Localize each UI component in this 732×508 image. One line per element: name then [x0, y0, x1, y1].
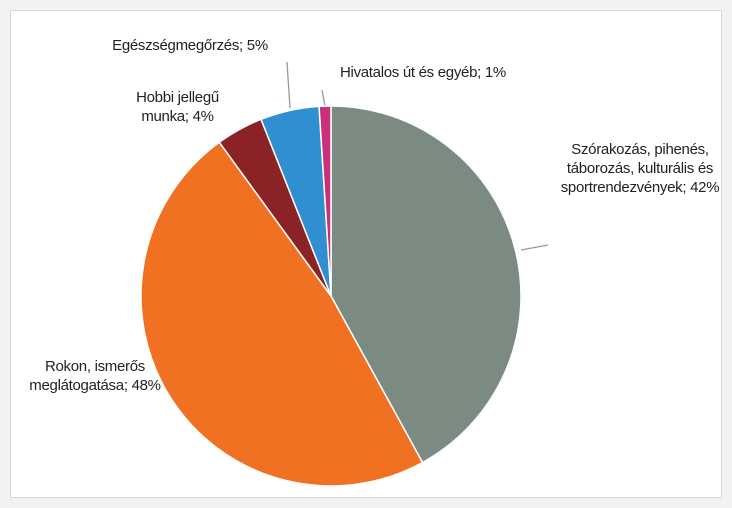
label-separator: ;: [239, 37, 243, 54]
value-label: 1%: [484, 64, 506, 81]
category-name: Egészségmegőrzés: [112, 37, 240, 54]
category-name: Hivatalos út és egyéb: [340, 64, 478, 81]
label-separator: ;: [123, 377, 128, 394]
label-separator: ;: [184, 108, 189, 125]
category-name: Hobbi jellegű munka: [136, 89, 219, 125]
leader-line: [286, 61, 291, 109]
pie-slice: [330, 105, 522, 464]
data-label: Szórakozás, pihenés, táborozás, kulturál…: [555, 140, 725, 197]
value-label: 42%: [690, 179, 720, 196]
leader-line: [520, 244, 549, 251]
value-label: 5%: [246, 37, 268, 54]
label-separator: ;: [477, 64, 481, 81]
data-label: Egészségmegőrzés; 5%: [60, 36, 320, 55]
label-separator: ;: [682, 179, 687, 196]
value-label: 4%: [192, 108, 214, 125]
pie-slice: [318, 105, 332, 297]
category-name: Szórakozás, pihenés, táborozás, kulturál…: [560, 141, 714, 196]
data-label: Rokon, ismerős meglátogatása; 48%: [20, 357, 170, 395]
data-label: Hivatalos út és egyéb; 1%: [340, 63, 600, 82]
data-label: Hobbi jellegű munka; 4%: [120, 88, 235, 126]
value-label: 48%: [131, 377, 161, 394]
category-name: Rokon, ismerős meglátogatása: [29, 358, 145, 394]
leader-line: [321, 89, 326, 107]
pie-slice: [140, 141, 424, 487]
